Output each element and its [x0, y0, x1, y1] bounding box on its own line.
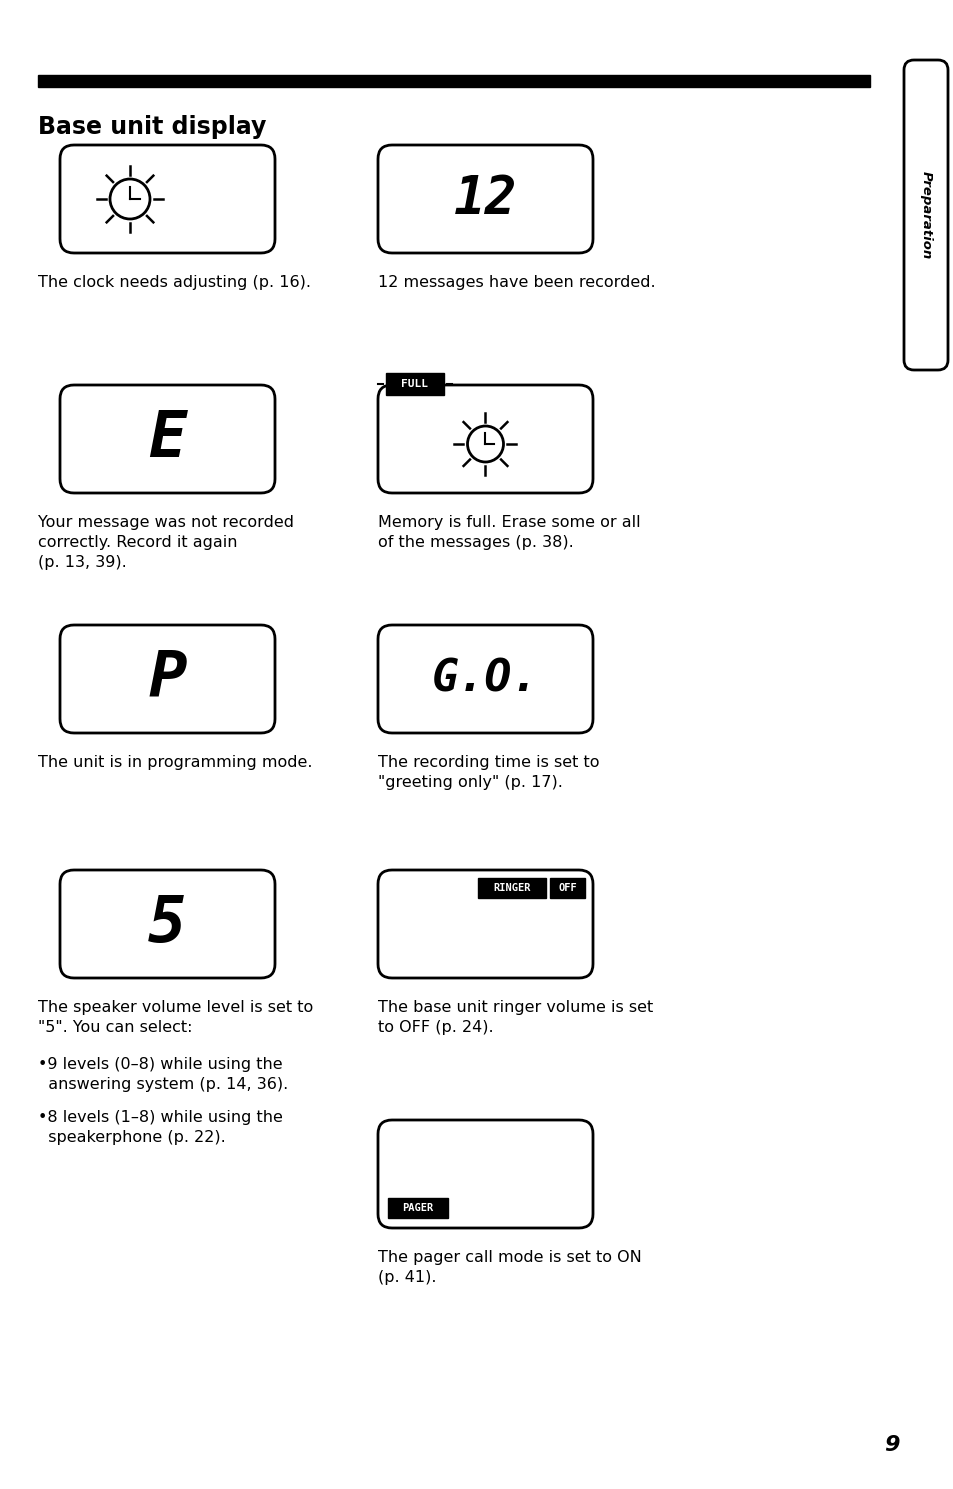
Text: E: E: [148, 408, 187, 471]
Text: •9 levels (0–8) while using the
  answering system (p. 14, 36).: •9 levels (0–8) while using the answerin…: [38, 1057, 288, 1091]
FancyBboxPatch shape: [60, 625, 274, 733]
Bar: [477, 879, 545, 898]
Text: The clock needs adjusting (p. 16).: The clock needs adjusting (p. 16).: [38, 275, 311, 290]
FancyBboxPatch shape: [60, 386, 274, 493]
Text: Preparation: Preparation: [919, 171, 931, 259]
FancyBboxPatch shape: [377, 144, 593, 253]
Text: The base unit ringer volume is set
to OFF (p. 24).: The base unit ringer volume is set to OF…: [377, 1001, 653, 1035]
FancyBboxPatch shape: [903, 60, 947, 369]
Text: P: P: [148, 648, 187, 710]
Text: RINGER: RINGER: [493, 883, 530, 893]
Text: The unit is in programming mode.: The unit is in programming mode.: [38, 755, 313, 770]
Text: 5: 5: [148, 893, 187, 954]
Text: OFF: OFF: [558, 883, 577, 893]
Text: 9: 9: [883, 1435, 899, 1455]
FancyBboxPatch shape: [377, 870, 593, 978]
Text: FULL: FULL: [401, 380, 428, 389]
Text: G.O.: G.O.: [432, 658, 538, 700]
Text: The speaker volume level is set to
"5". You can select:: The speaker volume level is set to "5". …: [38, 1001, 313, 1035]
Text: 12 messages have been recorded.: 12 messages have been recorded.: [377, 275, 655, 290]
Text: The recording time is set to
"greeting only" (p. 17).: The recording time is set to "greeting o…: [377, 755, 598, 789]
Text: Your message was not recorded
correctly. Record it again
(p. 13, 39).: Your message was not recorded correctly.…: [38, 515, 294, 570]
Bar: [386, 374, 443, 395]
Text: PAGER: PAGER: [402, 1203, 434, 1214]
FancyBboxPatch shape: [60, 144, 274, 253]
FancyBboxPatch shape: [377, 386, 593, 493]
Bar: [38, 74, 869, 86]
Text: Base unit display: Base unit display: [38, 115, 266, 138]
Text: Memory is full. Erase some or all
of the messages (p. 38).: Memory is full. Erase some or all of the…: [377, 515, 640, 549]
FancyBboxPatch shape: [60, 870, 274, 978]
Text: 12: 12: [454, 173, 517, 225]
Bar: [388, 1199, 448, 1218]
Text: •8 levels (1–8) while using the
  speakerphone (p. 22).: •8 levels (1–8) while using the speakerp…: [38, 1109, 283, 1145]
Text: The pager call mode is set to ON
(p. 41).: The pager call mode is set to ON (p. 41)…: [377, 1249, 641, 1285]
Bar: [550, 879, 584, 898]
FancyBboxPatch shape: [377, 625, 593, 733]
FancyBboxPatch shape: [377, 1120, 593, 1228]
